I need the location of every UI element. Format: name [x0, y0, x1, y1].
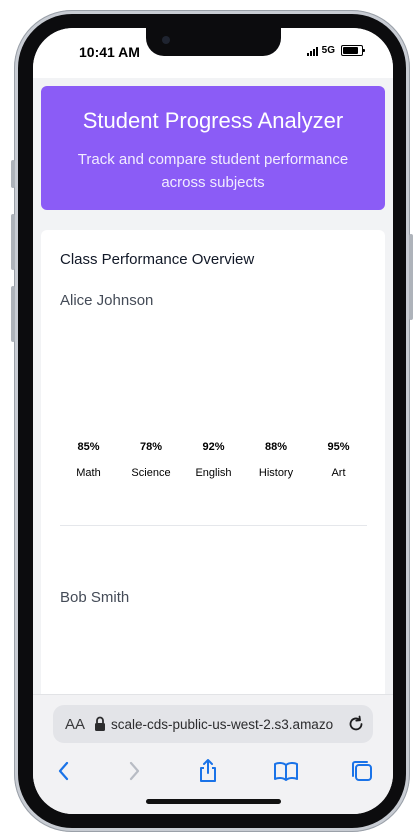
score-bar-art: 95% Art: [311, 339, 366, 479]
browser-toolbar: AA scale-cds-public-us-west-2.s3.amazo: [33, 694, 393, 814]
score-bar-english: 92% English: [186, 339, 241, 479]
page-title: Student Progress Analyzer: [82, 108, 344, 133]
tabs-icon[interactable]: [348, 757, 376, 785]
score-bar-fill: [186, 346, 241, 427]
subject-label: English: [195, 467, 232, 479]
cellular-signal-icon: [306, 46, 318, 56]
score-value: 88%: [264, 441, 288, 453]
lock-icon: [93, 715, 107, 733]
subject-label: Art: [331, 467, 346, 479]
app-header: Student Progress Analyzer Track and comp…: [41, 86, 385, 210]
web-content: Student Progress Analyzer Track and comp…: [33, 78, 393, 694]
score-bar-history: 88% History: [249, 339, 304, 479]
network-type: 5G: [321, 45, 335, 56]
back-icon[interactable]: [50, 757, 78, 785]
notch: [146, 28, 281, 56]
student-name: Alice Johnson: [60, 292, 154, 309]
status-time: 10:41 AM: [79, 44, 140, 60]
reload-icon[interactable]: [345, 713, 367, 735]
status-indicators: 5G: [306, 45, 365, 56]
subject-label: Science: [131, 467, 171, 479]
score-value: 95%: [327, 441, 350, 453]
home-indicator: [146, 799, 281, 804]
front-camera: [162, 36, 170, 44]
score-bar-fill: [311, 343, 366, 427]
url-text[interactable]: scale-cds-public-us-west-2.s3.amazo: [111, 716, 334, 732]
score-value: 85%: [77, 441, 100, 453]
phone-screen: 10:41 AM 5G Student Progress Analyzer Tr…: [33, 28, 393, 814]
forward-icon[interactable]: [120, 757, 148, 785]
page-subtitle: Track and compare student performance ac…: [77, 151, 349, 191]
score-bar-science: 78% Science: [124, 339, 179, 479]
score-bar-math: 85% Math: [61, 339, 116, 479]
score-bar-fill: [124, 358, 179, 427]
address-bar[interactable]: AA scale-cds-public-us-west-2.s3.amazo: [53, 705, 373, 743]
score-chart: 85% Math 78% Science 92% English 88% History 95%…: [60, 339, 367, 479]
overview-title: Class Performance Overview: [60, 251, 255, 268]
divider: [60, 525, 367, 526]
phone-side-button-power: [409, 234, 413, 320]
bookmarks-icon[interactable]: [272, 757, 300, 785]
browser-nav-toolbar: [33, 757, 393, 787]
score-value: 78%: [139, 441, 163, 453]
score-value: 92%: [202, 441, 225, 453]
phone-side-button-silent: [11, 160, 15, 188]
status-bar: 10:41 AM 5G: [33, 28, 393, 78]
subject-label: History: [258, 467, 294, 479]
score-bar-fill: [249, 350, 304, 427]
phone-side-button-volume-down: [11, 286, 15, 342]
share-icon[interactable]: [194, 757, 222, 785]
student-section: Bob Smith: [60, 589, 367, 606]
student-name: Bob Smith: [60, 589, 130, 606]
text-size-button[interactable]: AA: [65, 715, 86, 733]
score-bar-fill: [61, 352, 116, 427]
subject-label: Math: [76, 467, 101, 479]
overview-card: Class Performance Overview Alice Johnson…: [41, 230, 385, 694]
battery-icon: [341, 45, 365, 56]
student-section: Alice Johnson 85% Math 78% Science 92% Englis…: [60, 292, 367, 526]
phone-side-button-volume-up: [11, 214, 15, 270]
